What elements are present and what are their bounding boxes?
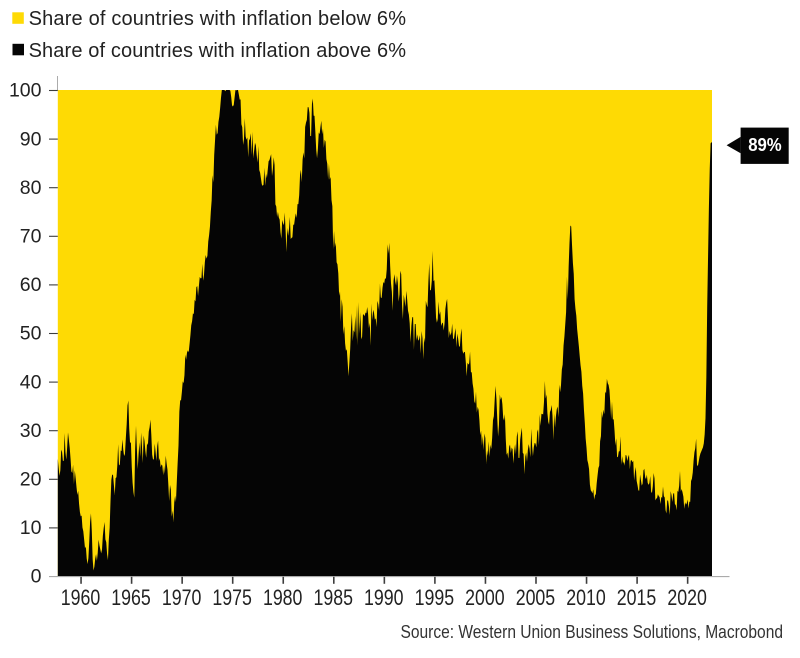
svg-text:1985: 1985 <box>314 585 354 610</box>
svg-text:1970: 1970 <box>162 585 202 610</box>
svg-text:90: 90 <box>20 128 42 150</box>
svg-text:2000: 2000 <box>465 585 505 610</box>
svg-text:10: 10 <box>20 517 42 539</box>
svg-text:0: 0 <box>31 566 42 588</box>
svg-text:60: 60 <box>20 274 42 296</box>
svg-text:Share of countries with inflat: Share of countries with inflation above … <box>29 40 407 62</box>
svg-text:1975: 1975 <box>212 585 252 610</box>
svg-text:40: 40 <box>20 371 42 393</box>
svg-text:1990: 1990 <box>364 585 404 610</box>
svg-text:30: 30 <box>20 420 42 442</box>
svg-text:Source: Western Union Business: Source: Western Union Business Solutions… <box>401 621 784 642</box>
svg-text:89%: 89% <box>748 135 782 155</box>
svg-text:20: 20 <box>20 469 42 491</box>
svg-text:1965: 1965 <box>111 585 151 610</box>
svg-text:100: 100 <box>9 80 42 102</box>
svg-text:2020: 2020 <box>667 585 707 610</box>
svg-text:2010: 2010 <box>566 585 606 610</box>
svg-text:2015: 2015 <box>617 585 657 610</box>
svg-text:70: 70 <box>20 226 42 248</box>
svg-text:Share of countries with inflat: Share of countries with inflation below … <box>29 8 407 30</box>
svg-text:2005: 2005 <box>516 585 556 610</box>
svg-text:80: 80 <box>20 177 42 199</box>
svg-text:1960: 1960 <box>61 585 101 610</box>
svg-text:1980: 1980 <box>263 585 303 610</box>
svg-text:1995: 1995 <box>415 585 455 610</box>
svg-text:50: 50 <box>20 323 42 345</box>
